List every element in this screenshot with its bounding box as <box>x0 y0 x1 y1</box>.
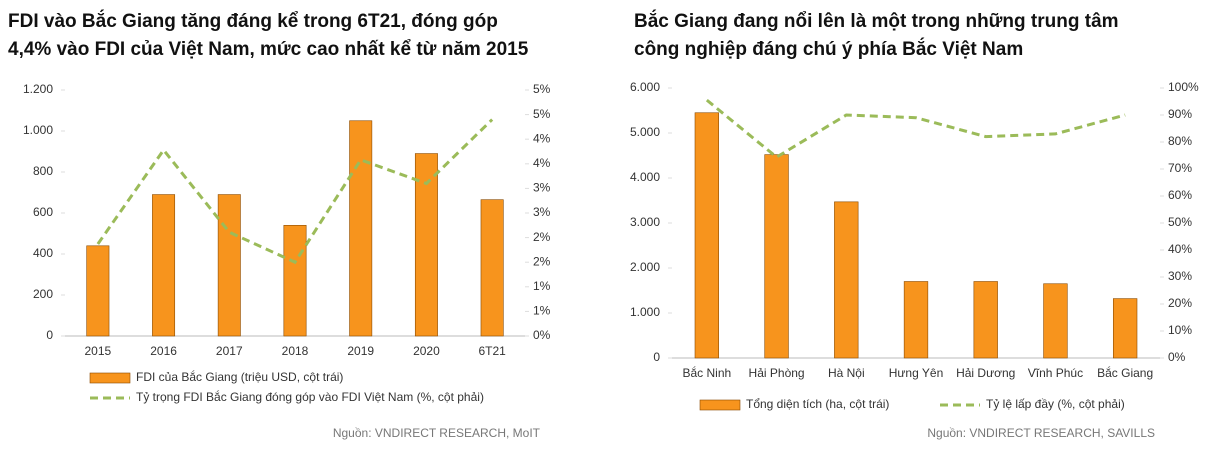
bar <box>480 199 504 337</box>
y2-tick-label: 1% <box>533 304 551 318</box>
bar <box>1112 298 1138 359</box>
y2-tick-label: 80% <box>1168 134 1192 148</box>
y2-tick-label: 4% <box>533 156 551 170</box>
y2-tick-label: 60% <box>1168 188 1192 202</box>
x-tick-label: 2019 <box>347 344 374 358</box>
chart-title: công nghiệp đáng chú ý phía Bắc Việt Nam <box>634 38 1023 60</box>
x-tick-label: 2018 <box>282 344 309 358</box>
y2-tick-label: 3% <box>533 181 551 195</box>
bar <box>283 225 307 337</box>
y2-tick-label: 70% <box>1168 161 1192 175</box>
bar <box>834 201 859 359</box>
bar <box>694 112 720 359</box>
y-tick-label: 5.000 <box>630 125 660 139</box>
bar <box>973 281 998 359</box>
chart-title: 4,4% vào FDI của Việt Nam, mức cao nhất … <box>8 39 529 60</box>
y-tick-label: 0 <box>46 328 53 342</box>
x-tick-label: 2016 <box>150 344 177 358</box>
y-tick-label: 400 <box>33 246 53 260</box>
y2-tick-label: 0% <box>1168 350 1186 364</box>
legend-label: Tỷ trọng FDI Bắc Giang đóng góp vào FDI … <box>136 389 484 404</box>
legend-label: FDI của Bắc Giang (triệu USD, cột trái) <box>136 369 343 384</box>
bar <box>86 245 110 337</box>
legend-label: Tổng diện tích (ha, cột trái) <box>746 397 889 411</box>
y-tick-label: 600 <box>33 205 53 219</box>
x-tick-label: 2017 <box>216 344 243 358</box>
y2-tick-label: 5% <box>533 107 551 121</box>
bar <box>414 153 438 337</box>
y-tick-label: 3.000 <box>630 215 660 229</box>
chart-title: FDI vào Bắc Giang tăng đáng kể trong 6T2… <box>8 10 498 32</box>
x-tick-label: Bắc Ninh <box>683 365 732 380</box>
legend-swatch <box>89 372 131 384</box>
y-tick-label: 2.000 <box>630 260 660 274</box>
y-tick-label: 1.000 <box>23 123 53 137</box>
bar <box>1043 283 1068 359</box>
y-tick-label: 800 <box>33 164 53 178</box>
y2-tick-label: 90% <box>1168 107 1192 121</box>
x-tick-label: Hưng Yên <box>889 366 944 380</box>
y2-tick-label: 50% <box>1168 215 1192 229</box>
y2-tick-label: 3% <box>533 205 551 219</box>
bar <box>764 154 789 359</box>
y-tick-label: 6.000 <box>630 80 660 94</box>
x-tick-label: 2015 <box>85 344 112 358</box>
y2-tick-label: 1% <box>533 279 551 293</box>
x-tick-label: Bắc Giang <box>1097 365 1153 380</box>
x-tick-label: Hải Dương <box>956 366 1015 380</box>
x-tick-label: 6T21 <box>478 344 506 358</box>
legend-label: Tỷ lệ lấp đầy (%, cột phải) <box>986 397 1125 411</box>
y2-tick-label: 2% <box>533 254 551 268</box>
source-note: Nguồn: VNDIRECT RESEARCH, SAVILLS <box>927 426 1155 440</box>
chart-title: Bắc Giang đang nổi lên là một trong nhữn… <box>634 10 1119 32</box>
y-tick-label: 4.000 <box>630 170 660 184</box>
y-tick-label: 200 <box>33 287 53 301</box>
y2-tick-label: 4% <box>533 131 551 145</box>
bar <box>349 120 373 337</box>
y2-tick-label: 40% <box>1168 242 1192 256</box>
y-tick-label: 1.200 <box>23 82 53 96</box>
bar <box>217 194 241 337</box>
y-tick-label: 1.000 <box>630 305 660 319</box>
x-tick-label: 2020 <box>413 344 440 358</box>
x-tick-label: Hà Nội <box>828 366 865 380</box>
legend-swatch <box>699 399 741 411</box>
x-tick-label: Vĩnh Phúc <box>1028 366 1083 380</box>
source-note: Nguồn: VNDIRECT RESEARCH, MoIT <box>333 426 541 440</box>
y2-tick-label: 100% <box>1168 80 1199 94</box>
y2-tick-label: 30% <box>1168 269 1192 283</box>
y2-tick-label: 20% <box>1168 296 1192 310</box>
y-tick-label: 0 <box>653 350 660 364</box>
line-series <box>96 118 494 265</box>
y2-tick-label: 2% <box>533 230 551 244</box>
y2-tick-label: 5% <box>533 82 551 96</box>
line-series <box>705 98 1126 159</box>
x-tick-label: Hải Phòng <box>749 366 805 380</box>
y2-tick-label: 10% <box>1168 323 1192 337</box>
bar <box>152 194 176 337</box>
y2-tick-label: 0% <box>533 328 551 342</box>
bar <box>903 281 929 359</box>
